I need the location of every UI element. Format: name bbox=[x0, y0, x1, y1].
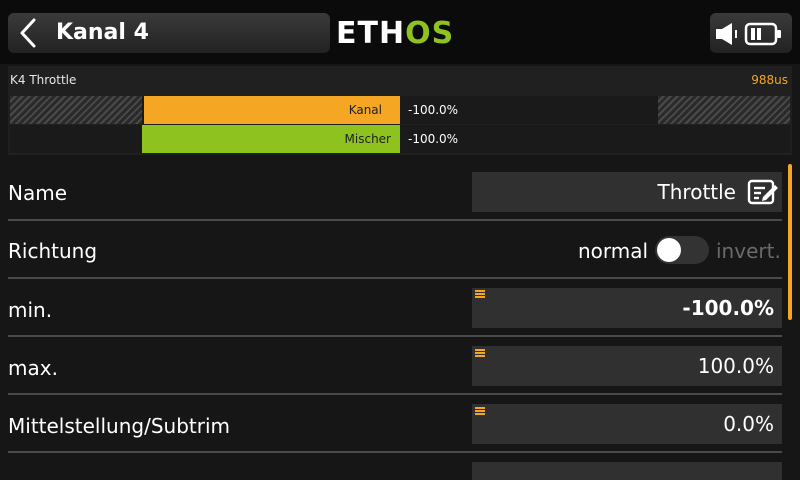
direction-option-normal: normal bbox=[578, 239, 649, 263]
edit-icon[interactable] bbox=[747, 178, 779, 208]
direction-label: Richtung bbox=[8, 239, 98, 263]
kanal-bar-fill bbox=[144, 96, 400, 124]
direction-option-invert: invert. bbox=[716, 239, 781, 263]
kanal-bar: Kanal -100.0% bbox=[10, 96, 790, 124]
subtrim-value: 0.0% bbox=[723, 412, 774, 436]
menu-icon bbox=[475, 407, 485, 415]
max-value: 100.0% bbox=[697, 354, 774, 378]
kanal-bar-percent: -100.0% bbox=[408, 103, 459, 117]
logo-part-2: OS bbox=[405, 16, 455, 51]
ethos-logo: ETHOS bbox=[336, 18, 464, 50]
row-divider bbox=[8, 219, 782, 221]
back-button[interactable] bbox=[10, 14, 46, 52]
logo-part-1: ETH bbox=[336, 16, 406, 51]
mischer-bar-label: Mischer bbox=[344, 132, 391, 146]
chevron-left-icon bbox=[20, 18, 36, 48]
mischer-bar: Mischer -100.0% bbox=[10, 125, 790, 153]
row-divider bbox=[8, 393, 782, 395]
min-label: min. bbox=[8, 298, 53, 322]
next-field-partial[interactable] bbox=[472, 462, 782, 480]
max-field[interactable]: 100.0% bbox=[472, 346, 782, 386]
title-bar bbox=[8, 13, 330, 53]
speaker-icon[interactable] bbox=[714, 21, 742, 47]
row-divider bbox=[8, 277, 782, 279]
mischer-bar-fill bbox=[142, 125, 400, 153]
name-field[interactable]: Throttle bbox=[472, 172, 782, 212]
page-title: Kanal 4 bbox=[56, 20, 149, 45]
max-label: max. bbox=[8, 356, 58, 380]
menu-icon bbox=[475, 290, 485, 298]
menu-icon bbox=[475, 349, 485, 357]
name-value: Throttle bbox=[657, 180, 736, 204]
row-divider bbox=[8, 451, 782, 453]
kanal-bar-label: Kanal bbox=[348, 103, 382, 117]
min-value: -100.0% bbox=[682, 296, 774, 320]
mischer-bar-percent: -100.0% bbox=[408, 132, 459, 146]
name-label: Name bbox=[8, 181, 68, 205]
scrollbar-thumb[interactable] bbox=[788, 164, 792, 320]
battery-icon bbox=[744, 22, 784, 46]
hatch-right bbox=[658, 96, 790, 124]
channel-output-value: 988us bbox=[751, 73, 788, 87]
subtrim-field[interactable]: 0.0% bbox=[472, 404, 782, 444]
min-field[interactable]: -100.0% bbox=[472, 288, 782, 328]
row-divider bbox=[8, 335, 782, 337]
channel-label: K4 Throttle bbox=[10, 73, 77, 87]
subtrim-label: Mittelstellung/Subtrim bbox=[8, 414, 230, 438]
hatch-left bbox=[10, 96, 142, 124]
direction-toggle-knob bbox=[657, 238, 681, 262]
